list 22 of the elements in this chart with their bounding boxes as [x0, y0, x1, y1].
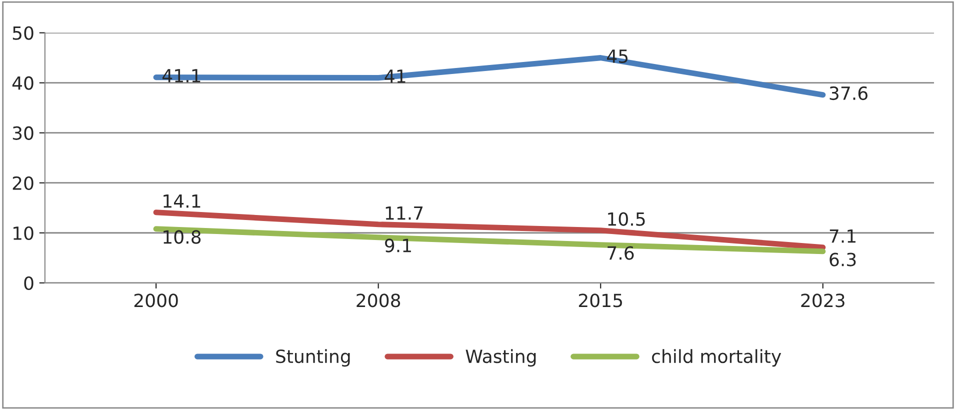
legend-label: Wasting	[466, 349, 536, 367]
data-label: 14.1	[164, 194, 200, 208]
data-label: 10.5	[608, 212, 645, 226]
data-label: 7.1	[830, 229, 856, 243]
data-label: 11.7	[386, 206, 423, 220]
legend-label: child mortality	[652, 349, 782, 367]
legend-label: Stunting	[276, 349, 350, 367]
x-tick-label: 2015	[578, 294, 622, 308]
data-label: 7.6	[608, 246, 634, 260]
y-tick-label: 10	[14, 226, 34, 240]
data-label: 6.3	[830, 252, 856, 266]
x-tick-label: 2000	[134, 294, 178, 308]
data-label: 10.8	[164, 230, 201, 244]
y-tick-label: 0	[24, 276, 34, 290]
x-tick-label: 2008	[356, 294, 400, 308]
y-tick-label: 40	[12, 76, 34, 90]
data-label: 37.6	[830, 86, 868, 100]
y-tick-label: 30	[12, 126, 34, 140]
y-tick-label: 20	[12, 176, 34, 190]
y-tick-label: 50	[12, 26, 34, 40]
data-label: 9.1	[385, 238, 411, 252]
x-tick-label: 2023	[801, 294, 844, 308]
